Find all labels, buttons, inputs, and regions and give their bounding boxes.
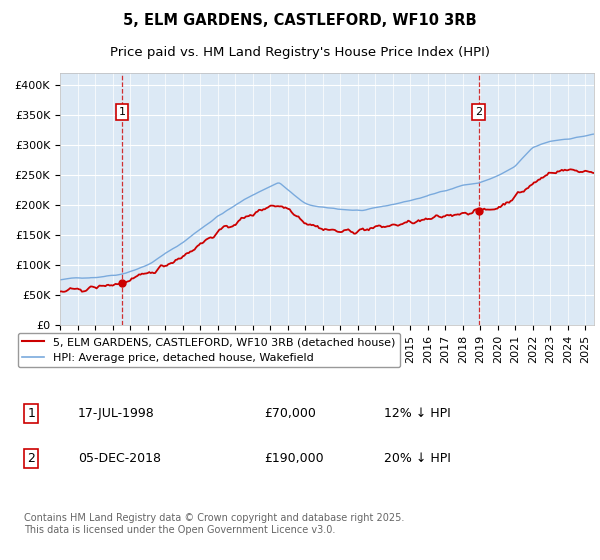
Text: 1: 1 — [118, 107, 125, 117]
Text: Price paid vs. HM Land Registry's House Price Index (HPI): Price paid vs. HM Land Registry's House … — [110, 46, 490, 59]
Text: £190,000: £190,000 — [264, 452, 323, 465]
Text: £70,000: £70,000 — [264, 407, 316, 420]
Text: 1: 1 — [27, 407, 35, 420]
Text: 12% ↓ HPI: 12% ↓ HPI — [384, 407, 451, 420]
Text: 05-DEC-2018: 05-DEC-2018 — [78, 452, 161, 465]
Text: 20% ↓ HPI: 20% ↓ HPI — [384, 452, 451, 465]
Text: 2: 2 — [475, 107, 482, 117]
Text: Contains HM Land Registry data © Crown copyright and database right 2025.
This d: Contains HM Land Registry data © Crown c… — [24, 514, 404, 535]
Text: 2: 2 — [27, 452, 35, 465]
Text: 17-JUL-1998: 17-JUL-1998 — [78, 407, 155, 420]
Text: 5, ELM GARDENS, CASTLEFORD, WF10 3RB: 5, ELM GARDENS, CASTLEFORD, WF10 3RB — [123, 13, 477, 28]
Legend: 5, ELM GARDENS, CASTLEFORD, WF10 3RB (detached house), HPI: Average price, detac: 5, ELM GARDENS, CASTLEFORD, WF10 3RB (de… — [17, 333, 400, 367]
